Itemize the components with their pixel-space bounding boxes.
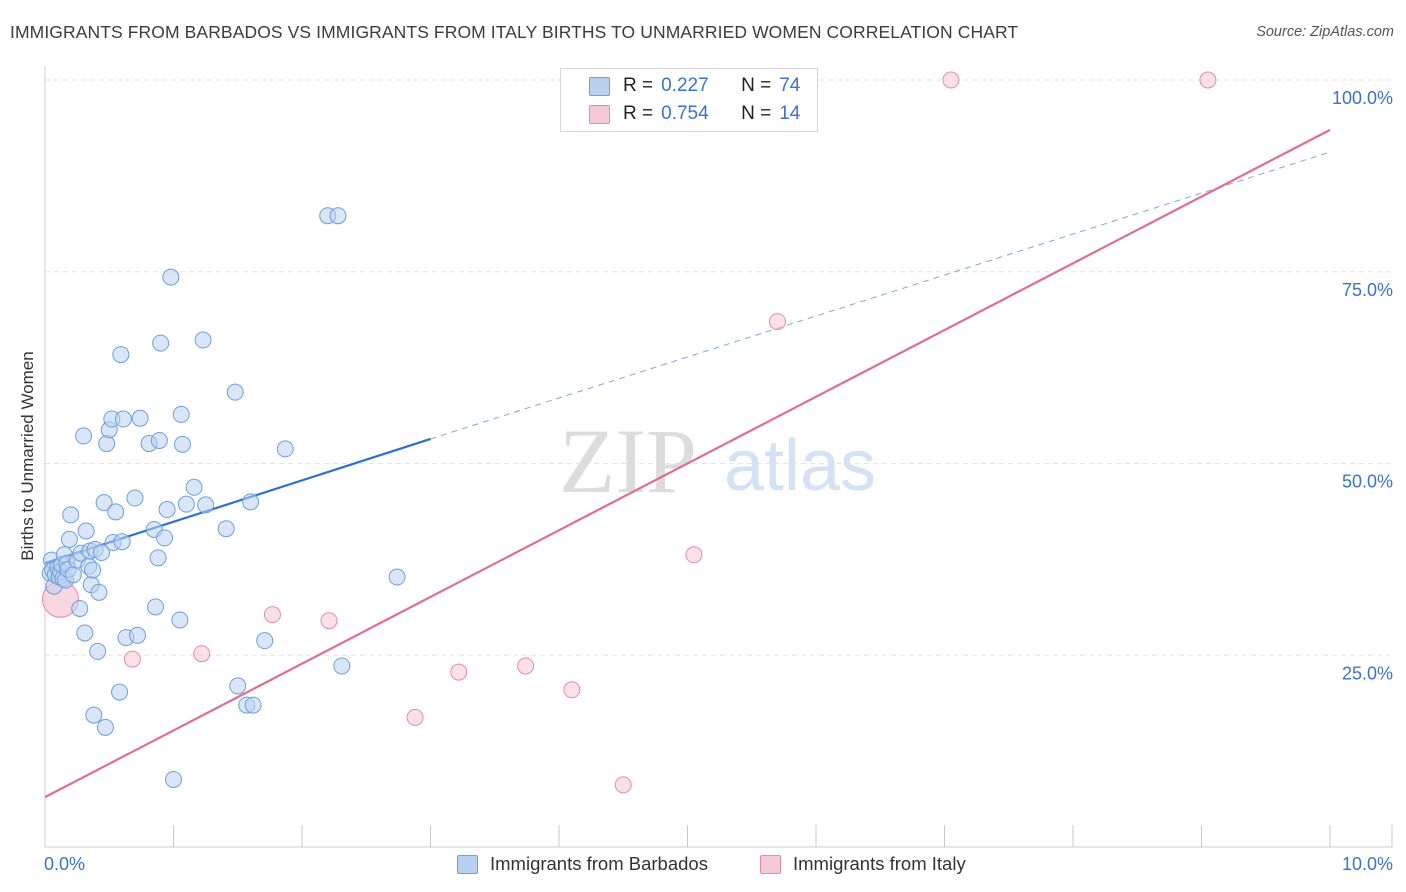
barbados-point bbox=[114, 410, 132, 428]
barbados-point bbox=[177, 495, 195, 513]
barbados-point bbox=[229, 677, 247, 695]
bottom-legend-italy: Immigrants from Italy bbox=[760, 851, 966, 877]
barbados-point bbox=[226, 383, 244, 401]
barbados-point bbox=[111, 683, 129, 701]
y-tick-label: 25.0% bbox=[1342, 663, 1393, 683]
tick-labels: 25.0% 50.0% 75.0% 100.0% 0.0% 10.0% bbox=[44, 88, 1393, 874]
barbados-point bbox=[60, 530, 78, 548]
x-tick-label: 10.0% bbox=[1342, 854, 1393, 874]
barbados-point bbox=[173, 435, 191, 453]
watermark-zip: ZIP bbox=[559, 410, 697, 512]
barbados-point bbox=[197, 496, 215, 514]
legend-n-value: 14 bbox=[779, 103, 801, 124]
barbados-point bbox=[147, 598, 165, 616]
barbados-point bbox=[129, 626, 147, 644]
italy-point bbox=[563, 681, 581, 699]
barbados-point bbox=[85, 706, 103, 724]
legend-n-label: N = bbox=[741, 75, 772, 96]
source-label: Source: ZipAtlas.com bbox=[1256, 24, 1394, 40]
barbados-point bbox=[77, 522, 95, 540]
barbados-point bbox=[131, 409, 149, 427]
watermark: ZIP atlas bbox=[559, 410, 876, 512]
legend-swatch-barbados bbox=[589, 76, 610, 96]
bottom-legend-swatch-barbados bbox=[457, 854, 478, 874]
bottom-legend-barbados: Immigrants from Barbados bbox=[457, 851, 708, 877]
bottom-legend-label-barbados: Immigrants from Barbados bbox=[490, 853, 708, 874]
italy-point bbox=[942, 71, 960, 89]
barbados-point bbox=[150, 431, 168, 449]
legend-row-italy: R = 0.754 N = 14 bbox=[589, 102, 800, 126]
italy-point bbox=[320, 612, 338, 630]
barbados-point bbox=[71, 599, 89, 617]
italy-point bbox=[406, 708, 424, 726]
barbados-point bbox=[156, 529, 174, 547]
y-tick-label: 50.0% bbox=[1342, 472, 1393, 492]
legend-n-value: 74 bbox=[779, 75, 801, 96]
italy-point bbox=[614, 776, 632, 794]
barbados-point bbox=[89, 642, 107, 660]
barbados-point bbox=[95, 494, 113, 512]
bottom-legend-swatch-italy bbox=[760, 854, 781, 874]
barbados-point bbox=[158, 501, 176, 519]
gridlines bbox=[45, 79, 1392, 656]
bottom-legend-label-italy: Immigrants from Italy bbox=[793, 853, 966, 874]
legend-r-label: R = bbox=[623, 75, 654, 96]
y-tick-label: 100.0% bbox=[1332, 88, 1393, 108]
barbados-point bbox=[107, 503, 125, 521]
barbados-point bbox=[242, 493, 260, 511]
barbados-point bbox=[62, 506, 80, 524]
italy-point bbox=[1199, 71, 1217, 89]
barbados-point bbox=[388, 568, 406, 586]
barbados-point bbox=[329, 207, 347, 225]
barbados-point bbox=[64, 566, 82, 584]
italy-trendline bbox=[44, 128, 1331, 799]
barbados-point bbox=[149, 549, 167, 567]
barbados-point bbox=[84, 561, 102, 579]
legend-box: R = 0.227 N = 74 R = 0.754 N = 14 bbox=[560, 68, 818, 132]
barbados-point bbox=[126, 489, 144, 507]
barbados-point bbox=[172, 405, 190, 423]
legend-row-barbados: R = 0.227 N = 74 bbox=[589, 74, 800, 98]
legend-r-label: R = bbox=[623, 103, 654, 124]
barbados-point bbox=[98, 435, 116, 453]
barbados-point bbox=[112, 346, 130, 364]
barbados-point bbox=[152, 334, 170, 352]
italy-point bbox=[517, 657, 535, 675]
barbados-point bbox=[162, 268, 180, 286]
barbados-point bbox=[76, 624, 94, 642]
data-points bbox=[41, 71, 1217, 794]
barbados-point bbox=[171, 611, 189, 629]
italy-point bbox=[123, 650, 141, 668]
barbados-trendline-extension bbox=[430, 151, 1331, 440]
barbados-point bbox=[244, 696, 262, 714]
legend-n-label: N = bbox=[741, 103, 772, 124]
y-tick-label: 75.0% bbox=[1342, 280, 1393, 300]
italy-point bbox=[768, 313, 786, 331]
legend-r-value: 0.754 bbox=[661, 103, 709, 124]
barbados-point bbox=[90, 583, 108, 601]
axes bbox=[44, 66, 1393, 848]
x-tick-label: 0.0% bbox=[44, 854, 85, 874]
legend-swatch-italy bbox=[589, 104, 610, 124]
barbados-point bbox=[256, 632, 274, 650]
barbados-point bbox=[333, 657, 351, 675]
italy-point bbox=[450, 663, 468, 681]
chart-title: IMMIGRANTS FROM BARBADOS VS IMMIGRANTS F… bbox=[10, 22, 1019, 42]
barbados-point bbox=[96, 718, 114, 736]
barbados-point bbox=[217, 520, 235, 538]
barbados-point bbox=[165, 771, 182, 789]
barbados-point bbox=[276, 440, 294, 458]
italy-point bbox=[263, 606, 281, 624]
legend-r-value: 0.227 bbox=[661, 75, 709, 96]
barbados-point bbox=[194, 331, 212, 349]
barbados-point bbox=[93, 543, 111, 561]
barbados-point bbox=[185, 478, 203, 496]
barbados-point bbox=[75, 427, 93, 445]
barbados-point bbox=[113, 533, 131, 551]
watermark-atlas: atlas bbox=[724, 426, 876, 506]
italy-point bbox=[685, 546, 703, 564]
italy-point bbox=[193, 645, 211, 663]
